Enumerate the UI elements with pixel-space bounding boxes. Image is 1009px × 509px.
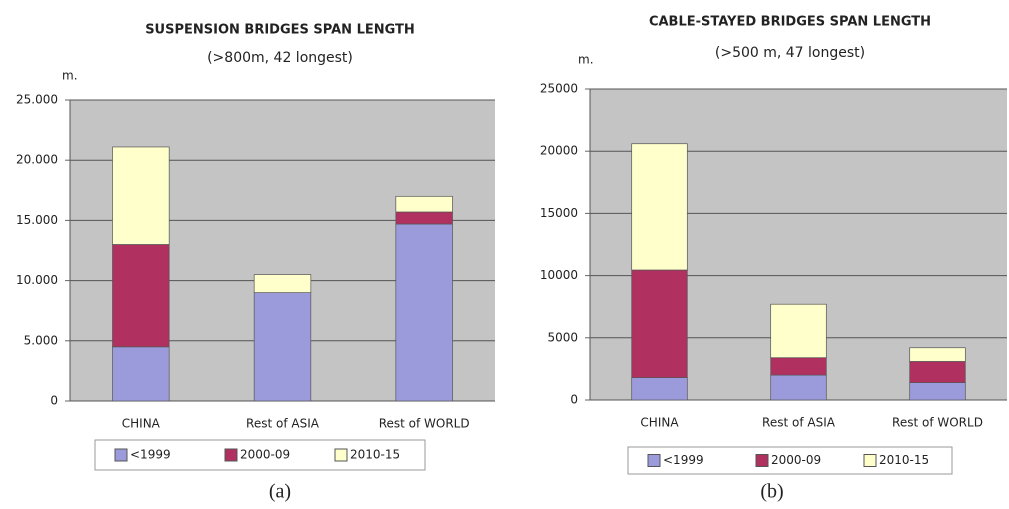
legend-swatch [647, 454, 661, 467]
caption: (b) [760, 481, 783, 503]
legend-label: <1999 [663, 453, 704, 467]
bar-segment [112, 244, 170, 348]
legend-label: 2000-09 [240, 448, 290, 462]
legend-box [94, 439, 426, 471]
x-tick-label: CHINA [640, 416, 679, 430]
y-tick-label: 0 [50, 394, 58, 408]
bar-segment [395, 195, 453, 213]
y-tick-label: 5000 [547, 330, 578, 344]
legend-swatch [863, 454, 877, 467]
y-tick-label: 25.000 [16, 93, 58, 107]
y-tick-label: 20000 [540, 144, 578, 158]
legend-label: 2010-15 [350, 448, 400, 462]
bar-segment [770, 303, 827, 359]
bar-segment [112, 346, 170, 402]
y-tick-label: 0 [570, 393, 578, 407]
y-unit: m. [62, 69, 78, 83]
bar-segment [770, 357, 827, 376]
legend-swatch [224, 448, 238, 462]
y-tick-label: 15.000 [16, 213, 58, 227]
bar-segment [631, 269, 688, 378]
x-tick-label: Rest of WORLD [379, 417, 470, 431]
x-tick-label: Rest of WORLD [892, 416, 983, 430]
bar-segment [909, 361, 966, 383]
bar-segment [112, 146, 170, 245]
bar-segment [395, 223, 453, 402]
caption: (a) [269, 481, 291, 503]
y-tick-label: 5.000 [24, 333, 58, 347]
bar-segment [909, 347, 966, 362]
legend-swatch [755, 454, 769, 467]
legend-swatch [114, 448, 128, 462]
legend-box [627, 446, 953, 475]
bar-segment [395, 211, 453, 225]
bar-segment [253, 292, 312, 402]
y-unit: m. [578, 53, 594, 67]
y-tick-label: 25000 [540, 82, 578, 96]
y-tick-label: 10.000 [16, 273, 58, 287]
chart-title: SUSPENSION BRIDGES SPAN LENGTH [145, 23, 415, 38]
y-tick-label: 20.000 [16, 153, 58, 167]
bar-segment [631, 377, 688, 401]
bar-segment [909, 382, 966, 401]
bar-segment [770, 374, 827, 401]
legend-swatch [334, 448, 348, 462]
chart-subtitle: (>500 m, 47 longest) [715, 45, 865, 61]
y-tick-label: 10000 [540, 268, 578, 282]
legend-label: 2000-09 [771, 453, 821, 467]
legend-label: <1999 [130, 448, 171, 462]
x-tick-label: Rest of ASIA [246, 417, 320, 431]
x-tick-label: Rest of ASIA [762, 416, 836, 430]
y-tick-label: 15000 [540, 206, 578, 220]
bar-segment [631, 143, 688, 271]
chart-subtitle: (>800m, 42 longest) [207, 50, 353, 66]
legend-label: 2010-15 [879, 453, 929, 467]
chart-title: CABLE-STAYED BRIDGES SPAN LENGTH [649, 15, 931, 30]
bar-segment [253, 274, 312, 293]
x-tick-label: CHINA [122, 417, 161, 431]
